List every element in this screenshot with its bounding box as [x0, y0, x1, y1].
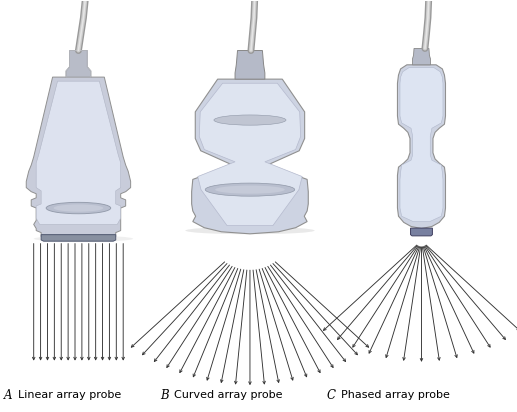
- Text: Curved array probe: Curved array probe: [174, 390, 283, 400]
- Polygon shape: [66, 51, 91, 77]
- Ellipse shape: [205, 183, 295, 196]
- Text: Linear array probe: Linear array probe: [18, 390, 121, 400]
- Ellipse shape: [46, 202, 111, 214]
- Polygon shape: [413, 49, 431, 65]
- Ellipse shape: [214, 115, 286, 125]
- Polygon shape: [26, 77, 131, 236]
- Ellipse shape: [185, 227, 314, 234]
- Polygon shape: [398, 65, 446, 229]
- Text: A: A: [4, 389, 12, 402]
- Text: C: C: [327, 389, 336, 402]
- Polygon shape: [400, 68, 443, 222]
- Polygon shape: [235, 51, 265, 79]
- Polygon shape: [198, 83, 302, 226]
- Ellipse shape: [34, 236, 133, 242]
- Text: Phased array probe: Phased array probe: [341, 390, 450, 400]
- Ellipse shape: [215, 185, 285, 194]
- Text: B: B: [160, 389, 169, 402]
- Polygon shape: [36, 81, 120, 225]
- Ellipse shape: [54, 204, 103, 212]
- Polygon shape: [192, 79, 308, 234]
- Polygon shape: [410, 228, 432, 236]
- Polygon shape: [41, 235, 116, 241]
